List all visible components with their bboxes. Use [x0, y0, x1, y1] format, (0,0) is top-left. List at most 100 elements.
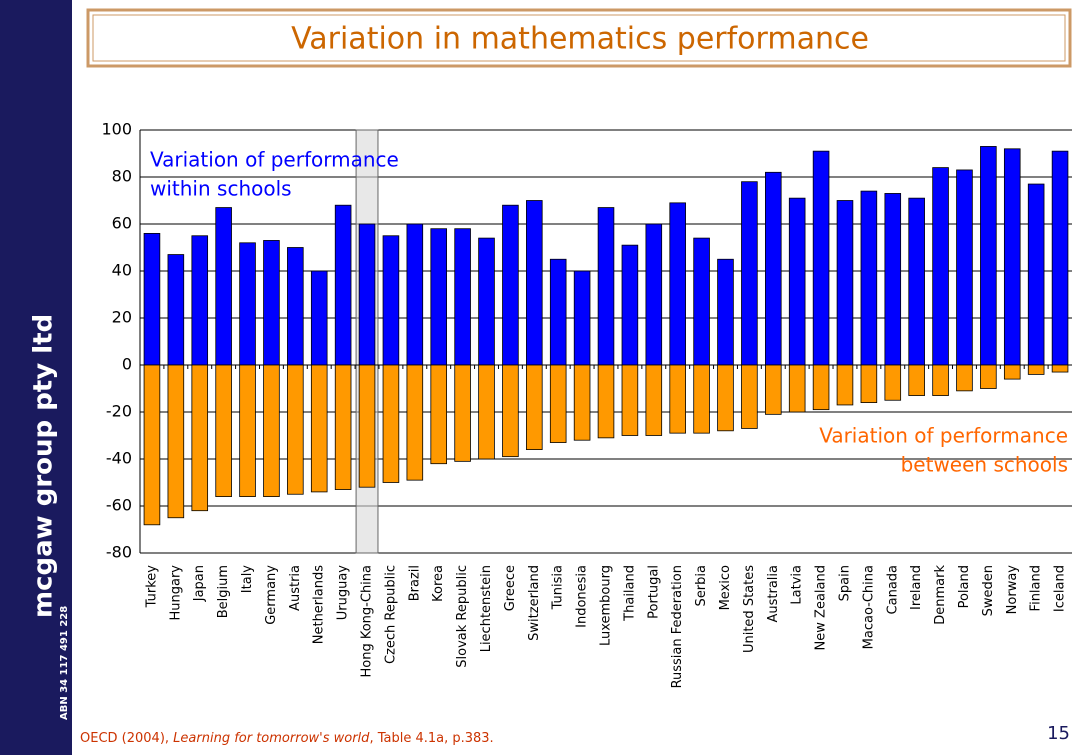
- bar: [860, 364, 878, 403]
- bar: [478, 237, 495, 366]
- y-tick-label: -20: [106, 402, 132, 421]
- bar: [836, 200, 854, 366]
- bar: [932, 364, 949, 396]
- bar: [454, 228, 471, 366]
- bar: [310, 270, 328, 366]
- bar: [143, 364, 161, 526]
- bar: [1003, 148, 1021, 366]
- bar: [502, 364, 519, 458]
- bar: [526, 200, 543, 366]
- x-tick-label: Slovak Republic: [455, 565, 470, 668]
- bar: [549, 258, 567, 366]
- bar: [980, 146, 997, 366]
- annotation: between schools: [901, 453, 1068, 477]
- bar: [884, 364, 902, 401]
- y-tick-label: 0: [122, 355, 132, 374]
- bar: [908, 197, 925, 366]
- bar: [645, 223, 663, 366]
- x-tick-label: Belgium: [216, 565, 231, 618]
- bar: [406, 223, 424, 366]
- x-tick-label: Uruguay: [336, 565, 351, 621]
- x-tick-label: Iceland: [1053, 565, 1068, 612]
- page-number: 15: [1047, 723, 1070, 744]
- bar: [358, 364, 376, 488]
- bar: [980, 364, 997, 389]
- bar: [669, 202, 686, 366]
- bar: [382, 364, 400, 483]
- bar: [143, 232, 161, 366]
- x-tick-label: Czech Republic: [383, 565, 398, 664]
- x-tick-label: Latvia: [790, 565, 805, 605]
- source-post: , Table 4.1a, p.383.: [369, 731, 493, 746]
- x-tick-label: Spain: [837, 565, 852, 601]
- x-tick-label: Hungary: [168, 565, 183, 621]
- bar: [908, 364, 925, 396]
- bar: [263, 240, 280, 366]
- bar: [741, 181, 758, 366]
- y-tick-label: 20: [112, 308, 132, 327]
- bar: [334, 204, 352, 366]
- x-tick-label: Finland: [1029, 565, 1044, 611]
- bar: [573, 270, 591, 366]
- bar: [191, 364, 209, 512]
- y-tick-label: 60: [112, 214, 132, 233]
- bar: [621, 364, 639, 436]
- bar: [549, 364, 567, 443]
- x-tick-label: Netherlands: [312, 565, 327, 644]
- bar: [764, 171, 782, 366]
- bar: [191, 235, 209, 366]
- x-tick-label: Poland: [957, 565, 972, 608]
- bar: [645, 364, 663, 436]
- bar: [215, 364, 232, 498]
- source: OECD (2004), Learning for tomorrow's wor…: [80, 731, 494, 746]
- x-tick-label: Liechtenstein: [479, 565, 494, 652]
- bar: [287, 364, 304, 495]
- bar: [764, 364, 782, 415]
- x-tick-label: Germany: [264, 565, 279, 625]
- bar: [836, 364, 854, 406]
- y-tick-label: 100: [101, 120, 132, 139]
- bar: [334, 364, 352, 490]
- bar: [597, 364, 615, 439]
- bar: [1027, 183, 1045, 366]
- x-tick-label: New Zealand: [814, 565, 829, 650]
- x-tick-label: Brazil: [407, 565, 422, 601]
- bar: [263, 364, 280, 498]
- bar: [526, 364, 543, 450]
- bar: [215, 207, 232, 366]
- source-title: Learning for tomorrow's world: [173, 731, 370, 746]
- title-box-inner: [92, 14, 1066, 62]
- x-tick-label: Denmark: [933, 565, 948, 625]
- bar: [573, 364, 591, 441]
- bar: [693, 237, 710, 366]
- bar: [812, 364, 830, 411]
- x-tick-label: Italy: [240, 565, 255, 594]
- bar: [1027, 364, 1045, 375]
- y-tick-label: 80: [112, 167, 132, 186]
- bar: [358, 223, 376, 366]
- bar: [167, 254, 185, 366]
- x-tick-label: Thailand: [622, 565, 637, 622]
- bar: [812, 150, 830, 366]
- bar: [788, 197, 806, 366]
- bar: [1051, 364, 1069, 373]
- bar: [406, 364, 424, 481]
- bar: [310, 364, 328, 493]
- y-tick-label: -80: [106, 543, 132, 562]
- sidebar: [0, 0, 72, 755]
- x-tick-label: Turkey: [144, 565, 159, 609]
- bar: [430, 364, 448, 465]
- x-tick-label: Greece: [503, 565, 518, 611]
- x-tick-label: Mexico: [718, 565, 733, 610]
- bar: [454, 364, 471, 462]
- x-tick-label: Canada: [885, 565, 900, 614]
- x-tick-label: Serbia: [694, 565, 709, 606]
- annotation: Variation of performance: [819, 424, 1068, 448]
- bar: [956, 364, 973, 392]
- y-tick-label: -60: [106, 496, 132, 515]
- x-tick-label: United States: [742, 565, 757, 653]
- abn: ABN 34 117 491 228: [59, 606, 70, 720]
- bar: [502, 204, 519, 366]
